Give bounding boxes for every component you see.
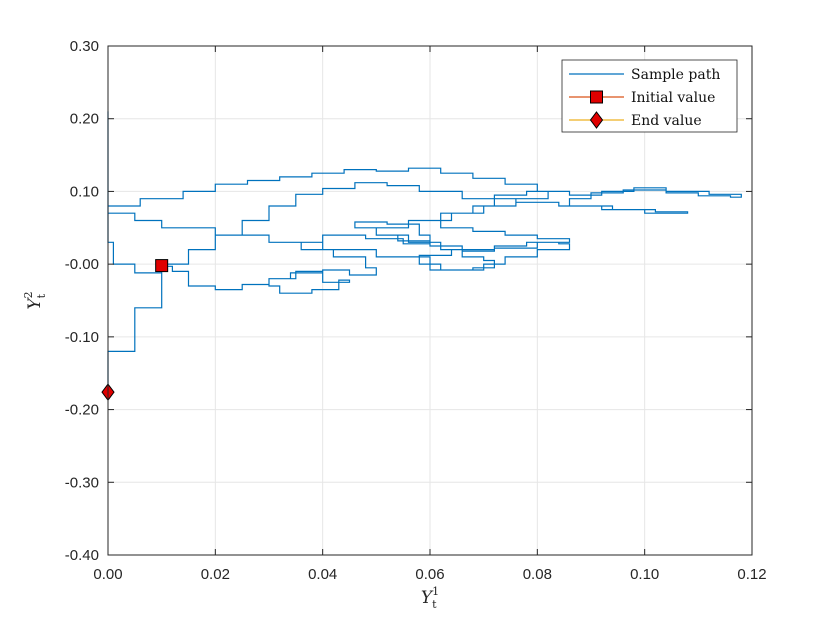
y-tick-label: -0.20 xyxy=(65,402,99,419)
x-tick-label: 0.04 xyxy=(308,566,337,583)
y-tick-label: 0.10 xyxy=(70,183,99,200)
legend-label-sample-path: Sample path xyxy=(631,67,720,83)
x-tick-label: 0.12 xyxy=(737,566,766,583)
x-axis-label-sup: 1 xyxy=(432,585,439,598)
y-tick-label: 0.20 xyxy=(70,111,99,128)
y-axis-label: Y2t xyxy=(22,291,48,309)
legend-label-end-value: End value xyxy=(631,113,702,129)
x-tick-label: 0.06 xyxy=(415,566,444,583)
legend: Sample path Initial value End value xyxy=(561,59,738,133)
legend-label-initial-value: Initial value xyxy=(631,90,715,106)
y-tick-label: -0.40 xyxy=(65,547,99,564)
ticks xyxy=(107,45,753,556)
x-tick-labels: 0.00 0.02 0.04 0.06 0.08 0.10 0.12 xyxy=(93,566,766,583)
x-axis-label-base: Y xyxy=(421,588,434,608)
x-axis-label: Y1 t xyxy=(421,585,439,611)
y-tick-label: -0.30 xyxy=(65,474,99,491)
sample-path-line xyxy=(107,111,742,393)
series-layer xyxy=(107,111,742,393)
y-tick-label: 0.30 xyxy=(70,38,99,55)
initial-value-marker xyxy=(155,259,169,273)
y-axis-label-sub: t xyxy=(35,293,48,298)
x-tick-label: 0.02 xyxy=(201,566,230,583)
y-tick-labels: -0.40 -0.30 -0.20 -0.10 -0.00 0.10 0.20 0.30 xyxy=(65,38,99,564)
y-axis-label-base: Y xyxy=(25,297,45,310)
x-axis-label-sub: t xyxy=(432,598,437,611)
legend-marker-diamond xyxy=(589,111,604,129)
legend-marker-square xyxy=(590,90,603,104)
x-tick-label: 0.08 xyxy=(523,566,552,583)
y-axis-label-sup: 2 xyxy=(22,291,35,298)
x-tick-label: 0.10 xyxy=(630,566,659,583)
x-tick-label: 0.00 xyxy=(93,566,122,583)
y-tick-label: -0.00 xyxy=(65,256,99,273)
y-tick-label: -0.10 xyxy=(65,329,99,346)
